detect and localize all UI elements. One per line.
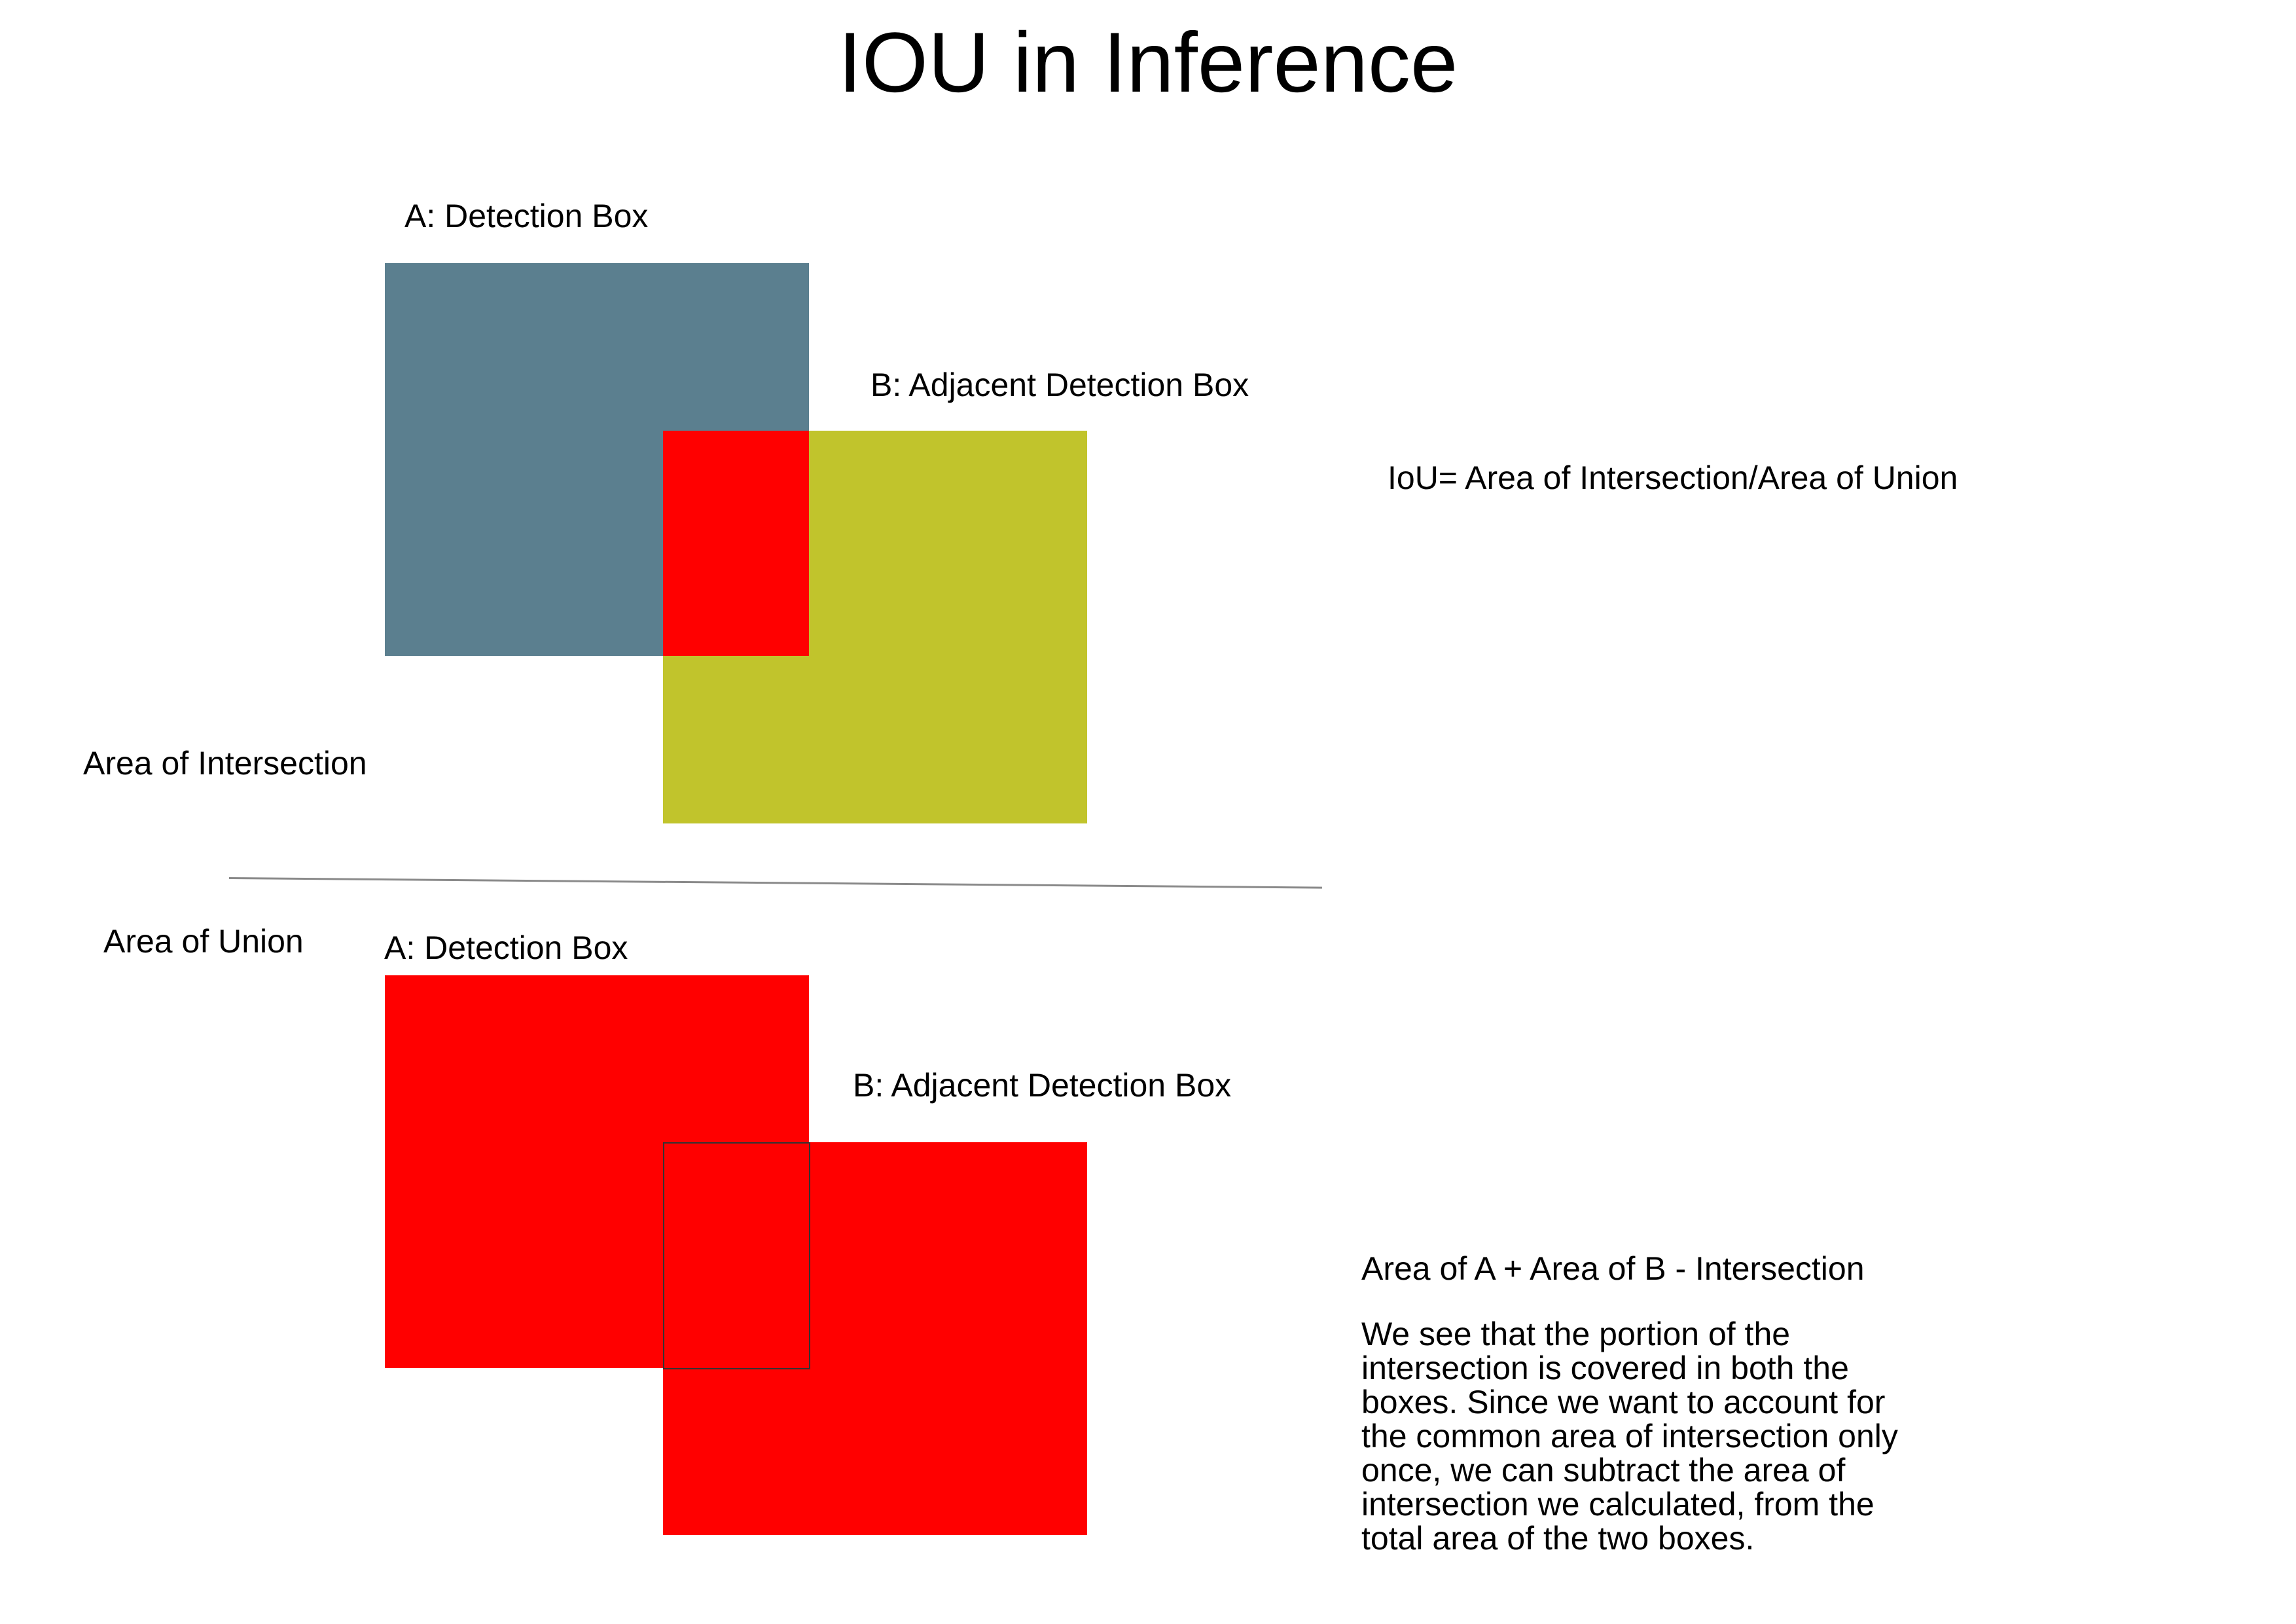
fraction-divider (228, 877, 1322, 889)
union-box-a-label: A: Detection Box (384, 929, 628, 966)
area-of-intersection-label: Area of Intersection (83, 745, 367, 782)
page-title: IOU in Inference (838, 14, 1458, 110)
intersection-area (663, 431, 809, 656)
iou-formula: IoU= Area of Intersection/Area of Union (1388, 460, 1958, 496)
box-a-label: A: Detection Box (404, 198, 649, 234)
union-formula: Area of A + Area of B - Intersection (1361, 1250, 1865, 1287)
union-box-b (663, 1142, 1087, 1535)
union-box-b-label: B: Adjacent Detection Box (853, 1067, 1232, 1104)
union-explanation: We see that the portion of the intersect… (1361, 1316, 1898, 1557)
box-b-label: B: Adjacent Detection Box (870, 367, 1249, 403)
union-overlap-outline (663, 1142, 810, 1369)
area-of-union-label: Area of Union (103, 923, 304, 960)
